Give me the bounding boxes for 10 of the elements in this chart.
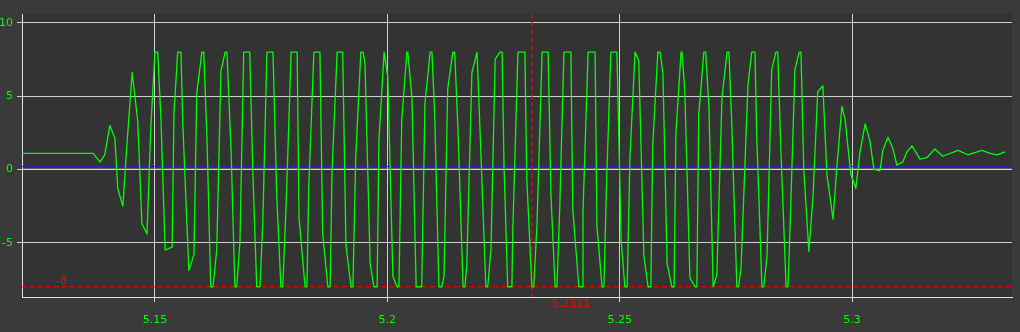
x-tick-label: 5.2 — [378, 313, 397, 327]
y-tick-label: 0 — [6, 162, 13, 176]
ref-line-label: 5.2311 — [551, 297, 591, 311]
y-tick-label: 10 — [0, 15, 13, 29]
x-tick-label: 5.25 — [607, 313, 632, 327]
ref-line-label: -8 — [56, 274, 67, 288]
x-tick-label: 5.3 — [843, 313, 861, 327]
y-tick-label: 5 — [6, 88, 13, 102]
y-tick-label: -5 — [2, 235, 13, 249]
x-tick-label: 5.15 — [142, 313, 168, 327]
